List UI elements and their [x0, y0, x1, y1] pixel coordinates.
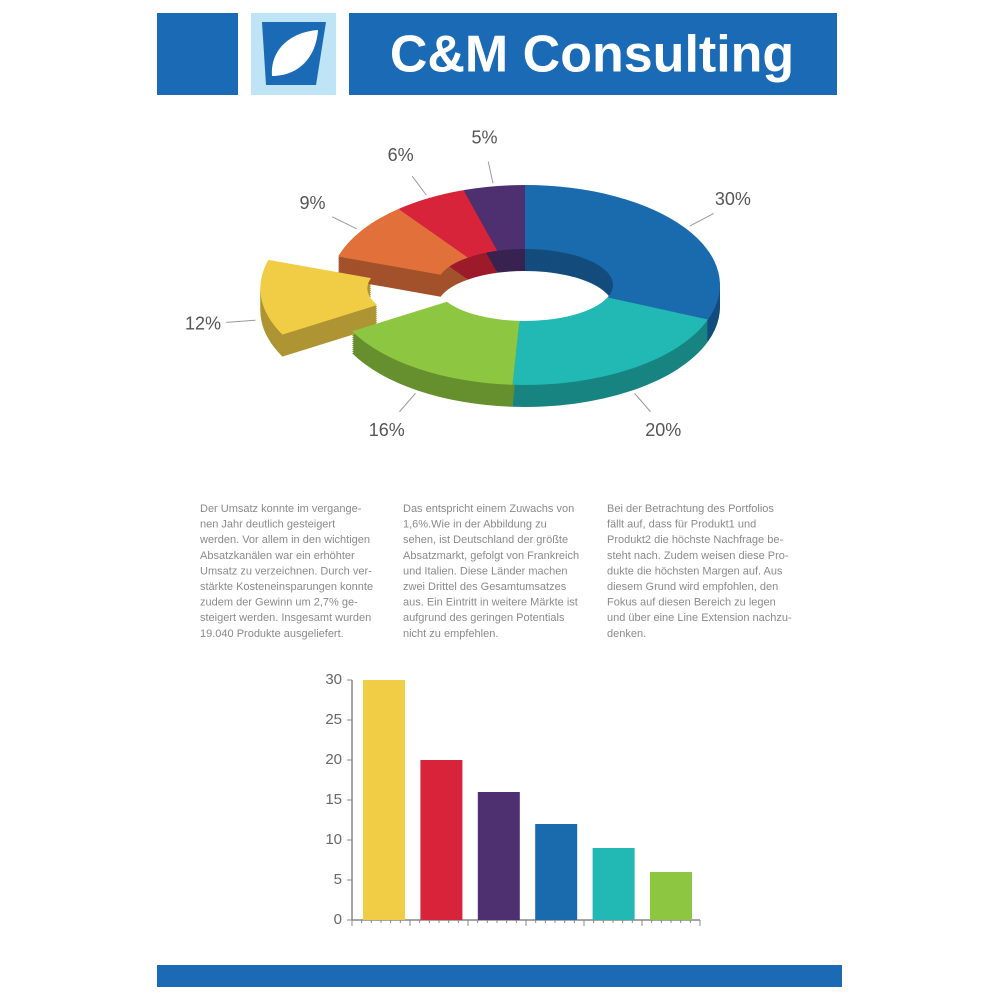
- paragraph-line: diesem Grund wird empfohlen, den: [607, 581, 778, 593]
- bar: [363, 680, 405, 920]
- y-tick-label: 15: [325, 791, 342, 808]
- slice-label: 20%: [645, 420, 681, 440]
- paragraph-line: sehen, ist Deutschland der größte: [403, 534, 568, 546]
- paragraph-line: Das entspricht einem Zuwachs von: [403, 503, 574, 515]
- text-columns: Der Umsatz konnte im vergange-nen Jahr d…: [199, 503, 792, 640]
- paragraph-line: Umsatz zu verzeichnen. Durch ver-: [200, 565, 372, 577]
- paragraph-line: Bei der Betrachtung des Portfolios: [607, 503, 774, 515]
- slice-label: 9%: [300, 193, 326, 213]
- leader-line: [331, 216, 357, 230]
- paragraph-line: zwei Drittel des Gesamtumsatzes: [403, 581, 567, 593]
- bar: [420, 760, 463, 920]
- bar: [477, 792, 520, 920]
- paragraph-line: Absatzmarkt, gefolgt von Frankreich: [403, 550, 579, 562]
- y-tick-label: 25: [325, 711, 342, 728]
- slice: [463, 185, 525, 251]
- paragraph-line: nicht zu empfehlen.: [403, 628, 498, 640]
- paragraph-line: werden. Vor allem in den wichtigen: [199, 534, 370, 546]
- paragraph-line: denken.: [607, 628, 646, 640]
- bar-chart: 0 5 10 15 20 25 30: [325, 671, 701, 928]
- slice: [512, 297, 708, 386]
- paragraph-line: und über eine Line Extension nachzu-: [607, 612, 792, 624]
- paragraph-line: Absatzkanälen war ein erhöhter: [200, 550, 355, 562]
- header-title: C&M Consulting: [390, 26, 794, 84]
- bar: [535, 824, 578, 920]
- slice-label: 5%: [472, 128, 498, 148]
- paragraph-line: Der Umsatz konnte im vergange-: [200, 503, 362, 515]
- y-tick-label: 10: [325, 831, 342, 848]
- paragraph-line: Fokus auf diesen Bereich zu legen: [607, 597, 776, 609]
- slice-label: 16%: [369, 420, 405, 440]
- slice-label: 12%: [185, 313, 221, 333]
- footer-bar: [157, 965, 842, 987]
- y-tick-label: 0: [334, 911, 342, 928]
- paragraph-line: 1,6%.Wie in der Abbildung zu: [403, 519, 547, 531]
- paragraph-line: aufgrund des geringen Potentials: [403, 612, 565, 624]
- paragraph-line: 19.040 Produkte ausgeliefert.: [200, 628, 344, 640]
- header-gap: [238, 13, 251, 95]
- paragraph-line: steht nach. Zudem weisen diese Pro-: [607, 550, 789, 562]
- bar: [650, 872, 692, 920]
- bar: [592, 848, 635, 920]
- paragraph-line: fällt auf, dass für Produkt1 und: [607, 519, 756, 531]
- slice-label: 6%: [388, 145, 414, 165]
- header-gap: [336, 13, 349, 95]
- slice: [398, 190, 498, 258]
- leader-line: [411, 175, 427, 196]
- slice: [525, 185, 720, 320]
- y-tick-label: 5: [334, 871, 342, 888]
- paragraph-line: aus. Ein Eintritt in weitere Märkte ist: [403, 597, 578, 609]
- logo-leaf: [271, 30, 318, 76]
- y-tick-label: 30: [325, 671, 342, 688]
- paragraph-line: steigert werden. Insgesamt wurden: [200, 612, 371, 624]
- leader-line: [399, 392, 416, 413]
- paragraph-line: nen Jahr deutlich gesteigert: [200, 519, 335, 531]
- leader-line: [689, 213, 714, 227]
- leader-line: [634, 392, 651, 413]
- pie-chart: 30% 20% 16% 12% 9% 6% 5%: [185, 128, 751, 440]
- paragraph-line: stärkte Kosteneinsparungen konnte: [200, 581, 373, 593]
- paragraph-line: Produkt2 die höchste Nachfrage be-: [607, 534, 783, 546]
- slice-label: 30%: [715, 189, 751, 209]
- leader-line: [226, 319, 256, 323]
- leader-line: [487, 161, 494, 184]
- slice: [260, 259, 378, 335]
- paragraph-line: dukte die höchsten Margen auf. Aus: [607, 565, 783, 577]
- y-tick-label: 20: [325, 751, 342, 768]
- slice: [352, 301, 520, 385]
- slice: [338, 208, 468, 275]
- paragraph-line: zudem der Gewinn um 2,7% ge-: [200, 597, 358, 609]
- paragraph-line: und Italien. Diese Länder machen: [403, 565, 568, 577]
